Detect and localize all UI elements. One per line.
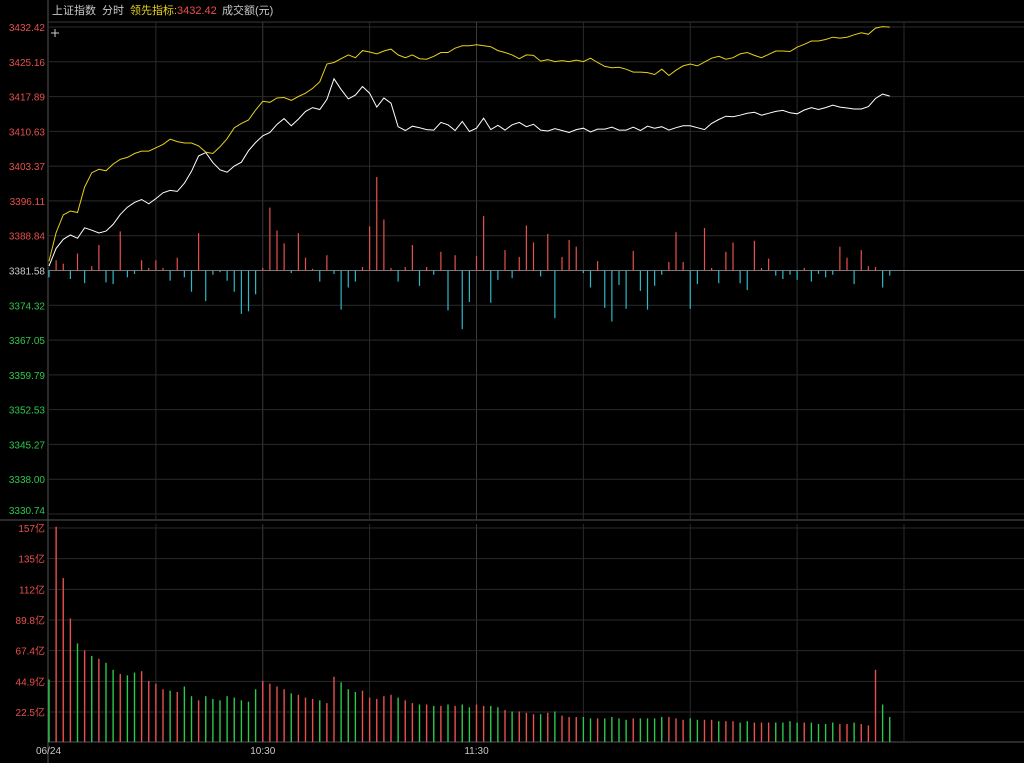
price-tick-label: 3345.27 <box>9 440 46 451</box>
price-tick-label: 3381.58 <box>9 267 46 278</box>
price-lines <box>48 26 890 267</box>
price-axis: 3432.42 3425.16 3417.89 3410.63 3403.37 3396.… <box>9 23 46 517</box>
indicator-value: 3432.42 <box>177 5 217 17</box>
price-tick-label: 3338.00 <box>9 475 46 486</box>
indicator-label: 领先指标: <box>130 5 178 17</box>
volume-axis: 157亿 135亿 112亿 89.8亿 67.4亿 44.9亿 22.5亿 <box>16 522 45 719</box>
volume-tick-label: 22.5亿 <box>16 706 45 719</box>
mode-label[interactable]: 分时 <box>102 5 124 17</box>
price-tick-label: 3359.79 <box>9 371 46 382</box>
volume-label: 成交额(元) <box>222 5 274 17</box>
price-tick-label: 3403.37 <box>9 162 46 173</box>
price-tick-label: 3388.84 <box>9 232 46 243</box>
volume-tick-label: 44.9亿 <box>16 675 45 688</box>
price-tick-label: 3432.42 <box>9 23 46 34</box>
price-tick-label: 3425.16 <box>9 58 46 69</box>
price-tick-label: 3374.32 <box>9 301 46 312</box>
index-name[interactable]: 上证指数 <box>52 5 96 17</box>
time-axis: 06/24 10:30 11:30 <box>36 746 489 757</box>
time-tick-label: 10:30 <box>250 746 275 757</box>
volume-tick-label: 112亿 <box>19 583 45 596</box>
price-tick-label: 3330.74 <box>9 506 46 517</box>
leading-indicator-line <box>48 26 890 262</box>
time-tick-label: 11:30 <box>464 746 489 757</box>
crosshair-icon[interactable] <box>51 29 59 37</box>
price-tick-label: 3367.05 <box>9 336 46 347</box>
buy-sell-bars <box>48 177 891 330</box>
price-tick-label: 3410.63 <box>9 127 46 138</box>
volume-tick-label: 89.8亿 <box>16 614 45 627</box>
price-line <box>48 77 890 267</box>
price-tick-label: 3396.11 <box>10 197 46 208</box>
time-tick-label: 06/24 <box>36 746 61 757</box>
price-tick-label: 3352.53 <box>9 406 46 417</box>
volume-tick-label: 135亿 <box>18 553 45 566</box>
volume-tick-label: 157亿 <box>18 522 45 535</box>
chart-header: 上证指数 分时 领先指标: 3432.42 成交额(元) <box>0 0 1024 22</box>
volume-tick-label: 67.4亿 <box>16 645 45 658</box>
price-tick-label: 3417.89 <box>9 93 46 104</box>
volume-bars <box>48 526 891 742</box>
